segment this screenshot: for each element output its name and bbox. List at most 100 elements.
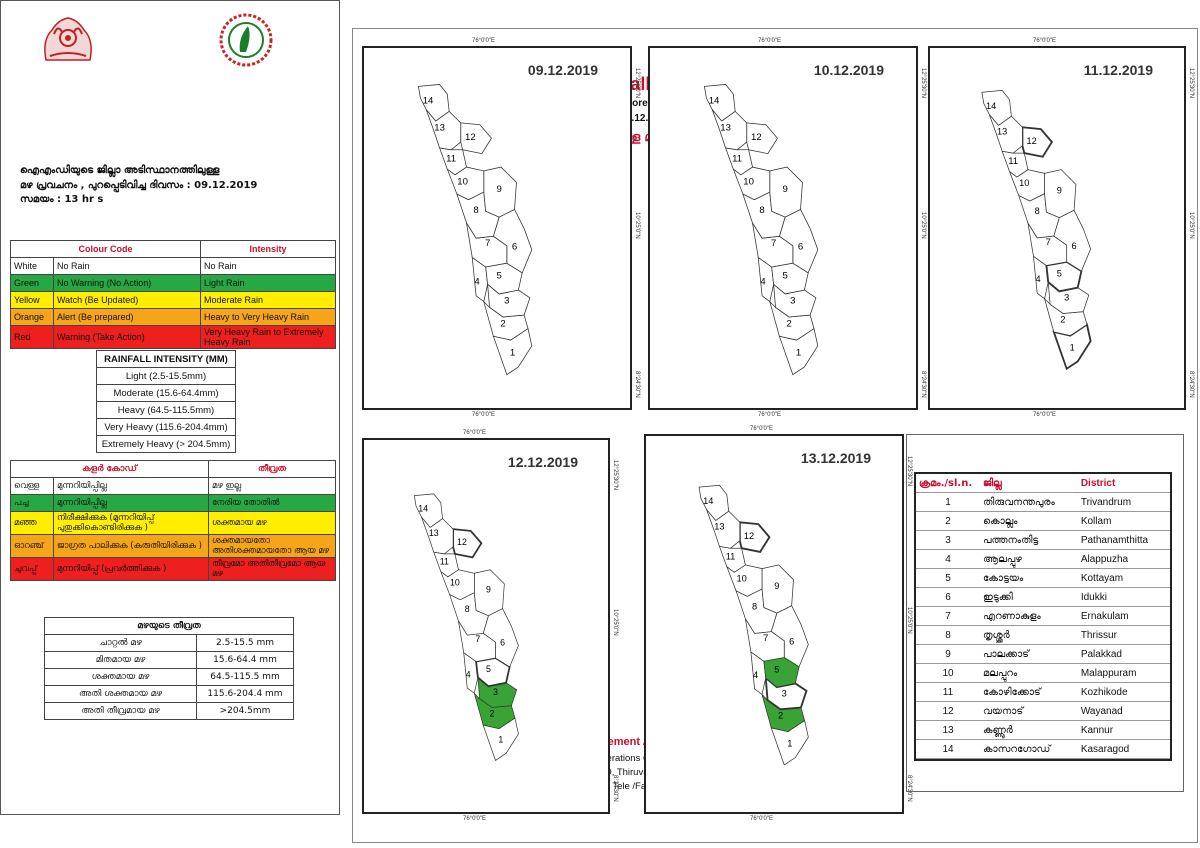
- lat-label-mid: 10°25'0"N: [634, 212, 640, 239]
- district-6-label: 6: [789, 637, 794, 647]
- forecast-map-4: 12.12.2019 1 2 3 4 5 6 7 8 9 10 11 12 13 14 76°0'0"E 76°…: [362, 430, 618, 822]
- district-13-label: 13: [434, 123, 445, 134]
- mal-intensity-row: അതി തീവ്രമായ മഴ >204.5mm: [44, 702, 294, 720]
- district-14-label: 14: [986, 101, 996, 111]
- district-en-name: Trivandrum: [1077, 492, 1170, 512]
- district-table-header-mal: ജില്ല: [980, 474, 1078, 493]
- district-mal-name: പത്തനംതിട്ട: [980, 530, 1078, 550]
- district-10-label: 10: [1019, 178, 1029, 188]
- district-mal-name: തൃശ്ശൂർ: [980, 625, 1078, 645]
- district-row: 11 കോഴിക്കോട് Kozhikode: [916, 682, 1170, 702]
- rainfall-intensity-value: Moderate (15.6-64.4mm): [96, 384, 236, 402]
- district-en-name: Kannur: [1077, 720, 1170, 740]
- mal-colour-code-table: കളർ കോഡ് തീവ്രത വെള്ള മുന്നറിയിപ്പില്ല മഴ …: [10, 460, 336, 581]
- district-1-label: 1: [787, 738, 792, 748]
- mal-intensity-value: >204.5mm: [196, 702, 294, 720]
- lat-label-north: 12°25'30"N: [612, 460, 618, 491]
- district-en-name: Kasaragod: [1077, 739, 1170, 759]
- maps-panel: [352, 28, 1198, 843]
- district-number: 3: [916, 530, 980, 550]
- rainfall-intensity-value: Very Heavy (115.6-204.4mm): [96, 418, 236, 436]
- district-en-name: Idukki: [1077, 587, 1170, 607]
- district-14-shape: [698, 484, 730, 521]
- district-14-shape: [981, 90, 1012, 126]
- district-3-label: 3: [493, 687, 498, 697]
- colour-code-row: White No Rain No Rain: [10, 257, 336, 275]
- lat-label-south: 8°24'30"N: [906, 775, 912, 802]
- lat-label-mid: 10°25'0"N: [612, 609, 618, 636]
- mal-intensity-value: 115.6-204.4 mm: [196, 685, 294, 703]
- district-11-label: 11: [732, 153, 742, 164]
- lon-label-top: 76°0'0"E: [472, 38, 496, 44]
- district-9-shape: [769, 166, 803, 218]
- district-number: 7: [916, 606, 980, 626]
- district-4-label: 4: [760, 276, 766, 287]
- district-5-label: 5: [496, 271, 501, 282]
- district-4-label: 4: [466, 669, 471, 679]
- mal-intensity-header: തീവ്രത: [208, 460, 336, 478]
- colour-code-table: Colour Code Intensity White No Rain No Rai…: [10, 240, 336, 349]
- district-7-label: 7: [485, 238, 490, 249]
- rainfall-intensity-row: Light (2.5-15.5mm): [96, 367, 236, 385]
- colour-code: No Warning (No Action): [53, 274, 201, 292]
- mal-colour-intensity: നേരിയ തോതിൽ: [208, 494, 336, 512]
- colour-name: White: [10, 257, 54, 275]
- district-mal-name: കോഴിക്കോട്: [980, 682, 1078, 702]
- district-mal-name: കോട്ടയം: [980, 568, 1078, 588]
- mal-intensity-value: 15.6-64.4 mm: [196, 651, 294, 669]
- district-9-shape: [761, 564, 794, 614]
- mal-intensity-label: അതി തീവ്രമായ മഴ: [44, 702, 197, 720]
- district-8-label: 8: [759, 205, 764, 216]
- district-2-label: 2: [778, 711, 783, 721]
- mal-issue-line2: മഴ പ്രവചനം , പുറപ്പെടിവിച്ച ദിവസം : 09.1…: [20, 180, 258, 191]
- lon-label-bottom: 76°0'0"E: [463, 816, 487, 822]
- district-mal-name: കണ്ണൂർ: [980, 720, 1078, 740]
- colour-intensity: Heavy to Very Heavy Rain: [200, 308, 336, 326]
- district-9-label: 9: [496, 184, 501, 195]
- colour-code: Warning (Take Action): [53, 325, 201, 349]
- mal-intensity-label: മിതമായ മഴ: [44, 651, 197, 669]
- intensity-header: Intensity: [200, 240, 336, 258]
- colour-code-row: Yellow Watch (Be Updated) Moderate Rain: [10, 291, 336, 309]
- district-12-label: 12: [751, 132, 762, 143]
- district-row: 5 കോട്ടയം Kottayam: [916, 568, 1170, 588]
- district-row: 12 വയനാട് Wayanad: [916, 701, 1170, 721]
- lon-label-top: 76°0'0"E: [750, 426, 774, 432]
- map-date: 13.12.2019: [800, 450, 871, 466]
- district-mal-name: തിരുവനന്തപുരം: [980, 492, 1078, 512]
- lon-label-bottom: 76°0'0"E: [750, 816, 774, 822]
- district-14-label: 14: [423, 96, 434, 107]
- colour-code-header: Colour Code: [10, 240, 201, 258]
- colour-code-row: Green No Warning (No Action) Light Rain: [10, 274, 336, 292]
- colour-name: Green: [10, 274, 54, 292]
- district-3-label: 3: [790, 296, 795, 307]
- district-number: 11: [916, 682, 980, 702]
- lat-label-north: 12°25'30"N: [634, 68, 640, 99]
- district-4-label: 4: [1036, 274, 1041, 284]
- district-12-label: 12: [1027, 136, 1037, 146]
- mal-colour-intensity: മഴ ഇല്ല: [208, 477, 336, 495]
- mal-colour-code: ജാഗ്രത പാലിക്കുക (കരുതിയിരിക്കുക ): [53, 534, 209, 558]
- mal-intensity-row: മിതമായ മഴ 15.6-64.4 mm: [44, 651, 294, 669]
- lon-label-bottom: 76°0'0"E: [1033, 412, 1057, 418]
- district-9-label: 9: [486, 585, 491, 595]
- district-mal-name: മലപ്പുറം: [980, 663, 1078, 683]
- district-number: 6: [916, 587, 980, 607]
- district-12-label: 12: [457, 537, 467, 547]
- district-6-label: 6: [1071, 241, 1076, 251]
- colour-code-row: Red Warning (Take Action) Very Heavy Rain …: [10, 325, 336, 349]
- mal-intensity-table: മഴയുടെ തീവ്രത ചാറ്റൽ മഴ 2.5-15.5 mm മിതമായ…: [44, 617, 294, 720]
- district-13-label: 13: [997, 127, 1007, 137]
- mal-colour-intensity: ശക്തമായതോ അതിശക്തമായതോ ആയ മഴ: [208, 534, 336, 558]
- rainfall-intensity-table: RAINFALL INTENSITY (MM) Light (2.5-15.5m…: [96, 350, 236, 453]
- district-en-name: Pathanamthitta: [1077, 530, 1170, 550]
- map-date: 09.12.2019: [527, 62, 598, 78]
- district-number: 5: [916, 568, 980, 588]
- district-5-label: 5: [1057, 269, 1062, 279]
- district-14-label: 14: [709, 96, 720, 107]
- district-table-header-sl: ക്രമം./sl.n.: [916, 474, 980, 493]
- mal-colour-code: മുന്നറിയിപ്പില്ല: [53, 477, 209, 495]
- district-10-label: 10: [743, 176, 754, 187]
